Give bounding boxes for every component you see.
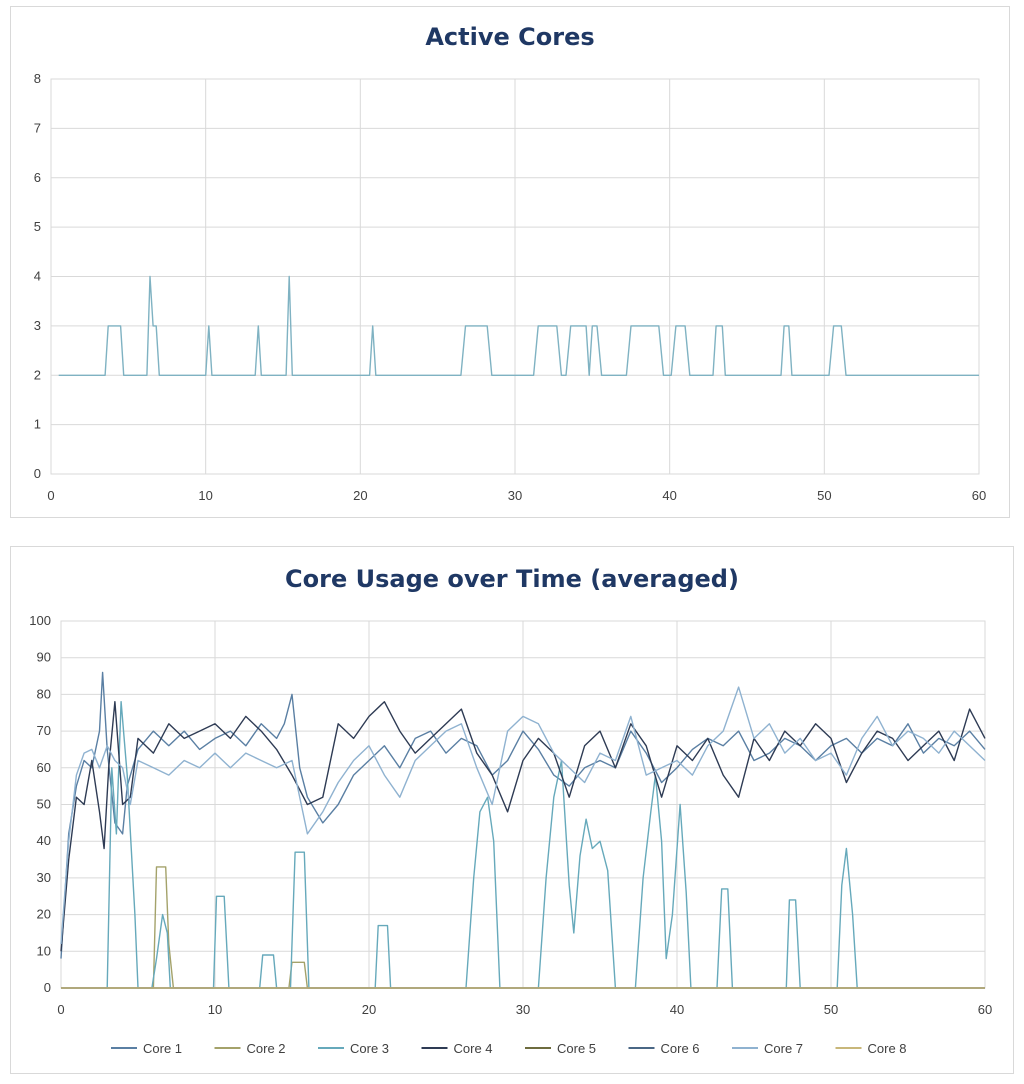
y-tick-label: 6 <box>34 170 41 185</box>
series-line-core-4 <box>60 701 986 952</box>
core-usage-panel: Core Usage over Time (averaged) 0 10 20 30 4… <box>10 546 1014 1074</box>
x-tick-label: 40 <box>662 488 676 503</box>
series-line-1 <box>58 275 979 376</box>
chart-title-core-usage: Core Usage over Time (averaged) <box>285 565 739 593</box>
y-tick-label: 30 <box>37 870 51 885</box>
legend: Core 1 Core 2 Core 3 Core 4 Core 5 Core 6 Core… <box>111 1041 907 1056</box>
x-tick-label: 50 <box>824 1002 838 1017</box>
x-tick-label: 10 <box>198 488 212 503</box>
active-cores-chart: 0 1 2 3 4 5 6 7 8 0 10 20 30 40 50 60 <box>34 71 986 503</box>
gridlines <box>50 78 980 475</box>
core-usage-chart: 0 10 20 30 40 50 60 70 80 90 100 0 10 20 30 40 50 60 Core … <box>29 613 992 1056</box>
chart-title-active-cores: Active Cores <box>425 23 595 51</box>
y-tick-label: 20 <box>37 907 51 922</box>
active-cores-panel: Active Cores 0 1 2 3 4 5 6 7 8 0 10 20 30 40 50 60 <box>10 6 1010 518</box>
gridlines <box>60 620 986 989</box>
y-tick-label: 10 <box>37 943 51 958</box>
legend-entry: Core 8 <box>868 1041 907 1056</box>
x-tick-label: 30 <box>508 488 522 503</box>
legend-entry: Core 7 <box>764 1041 803 1056</box>
y-tick-label: 0 <box>34 466 41 481</box>
y-tick-label: 0 <box>44 980 51 995</box>
x-tick-label: 60 <box>972 488 986 503</box>
y-tick-label: 100 <box>29 613 51 628</box>
y-tick-label: 4 <box>34 269 41 284</box>
legend-entry: Core 1 <box>143 1041 182 1056</box>
y-tick-label: 50 <box>37 797 51 812</box>
legend-entry: Core 2 <box>247 1041 286 1056</box>
x-tick-label: 40 <box>670 1002 684 1017</box>
y-tick-label: 70 <box>37 723 51 738</box>
x-tick-label: 50 <box>817 488 831 503</box>
y-tick-label: 1 <box>34 417 41 432</box>
y-tick-label: 2 <box>34 367 41 382</box>
x-tick-label: 20 <box>362 1002 376 1017</box>
legend-entry: Core 5 <box>557 1041 596 1056</box>
x-tick-label: 20 <box>353 488 367 503</box>
x-tick-label: 60 <box>978 1002 992 1017</box>
x-tick-label: 10 <box>208 1002 222 1017</box>
series-line-core-7 <box>60 686 986 945</box>
y-tick-label: 60 <box>37 760 51 775</box>
y-tick-label: 8 <box>34 71 41 86</box>
x-tick-label: 0 <box>47 488 54 503</box>
legend-entry: Core 6 <box>661 1041 700 1056</box>
y-tick-label: 5 <box>34 219 41 234</box>
y-tick-label: 40 <box>37 833 51 848</box>
x-tick-label: 30 <box>516 1002 530 1017</box>
y-tick-label: 90 <box>37 650 51 665</box>
legend-entry: Core 4 <box>454 1041 493 1056</box>
legend-entry: Core 3 <box>350 1041 389 1056</box>
x-tick-label: 0 <box>57 1002 64 1017</box>
y-tick-label: 7 <box>34 120 41 135</box>
plot-area <box>50 78 980 475</box>
y-tick-label: 3 <box>34 318 41 333</box>
y-tick-label: 80 <box>37 686 51 701</box>
